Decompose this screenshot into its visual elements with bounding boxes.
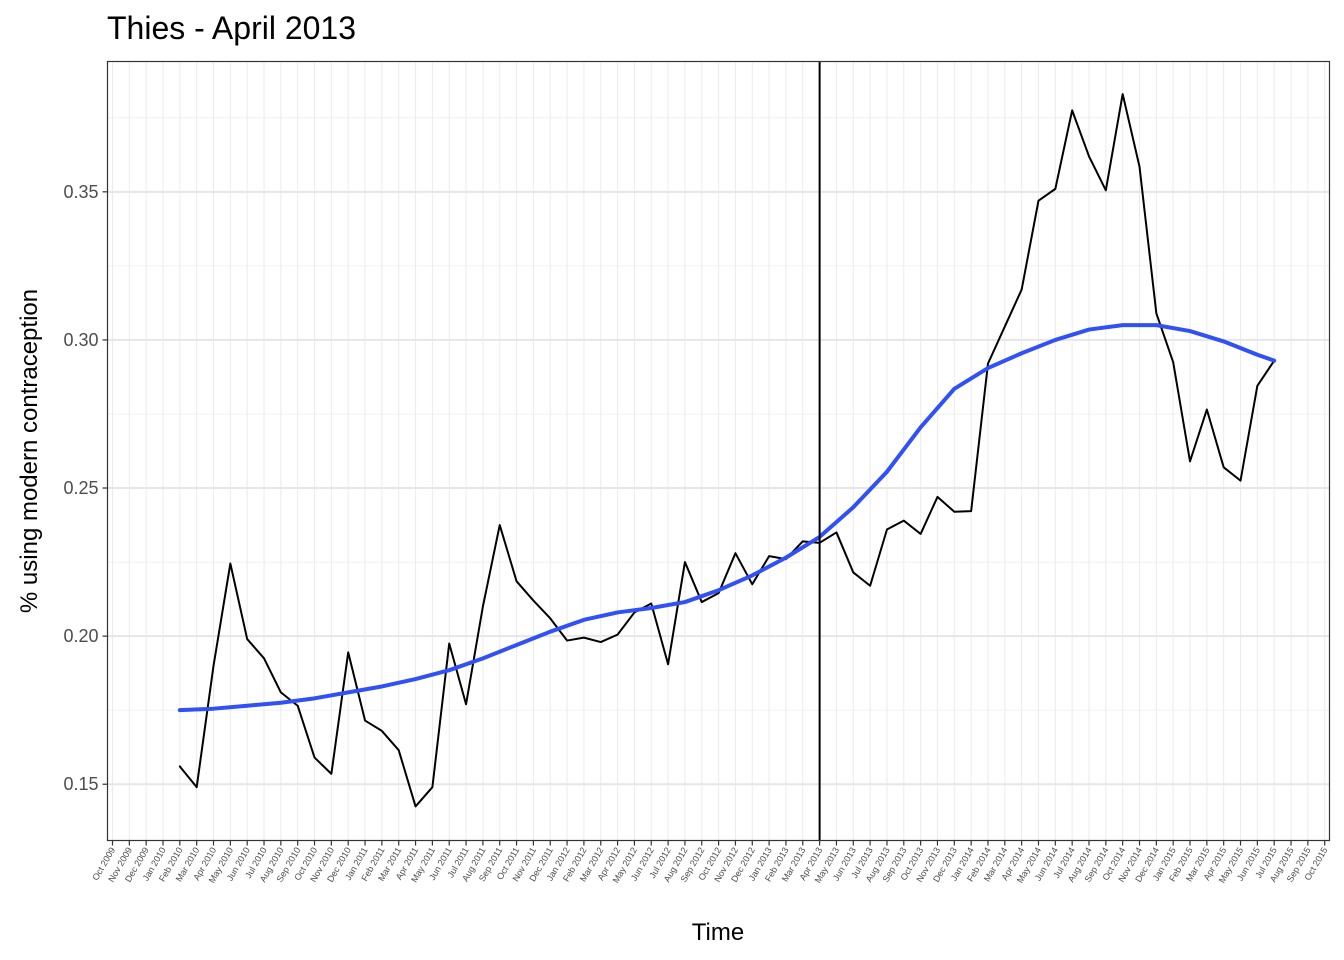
y-axis: 0.15 0.20 0.25 0.30 0.35 — [63, 182, 108, 794]
chart-title: Thies - April 2013 — [107, 10, 356, 46]
y-axis-title: % using modern contraception — [16, 289, 43, 613]
series-layer — [177, 61, 1277, 841]
observed-series-line — [178, 93, 1276, 808]
y-tick-label: 0.30 — [63, 330, 98, 350]
y-tick-label: 0.35 — [63, 182, 98, 202]
x-axis-title: Time — [692, 919, 744, 946]
grid — [107, 61, 1330, 841]
y-tick-label: 0.25 — [63, 478, 98, 498]
y-tick-label: 0.20 — [63, 626, 98, 646]
y-tick-label: 0.15 — [63, 774, 98, 794]
smooth-trend-line — [177, 323, 1277, 713]
